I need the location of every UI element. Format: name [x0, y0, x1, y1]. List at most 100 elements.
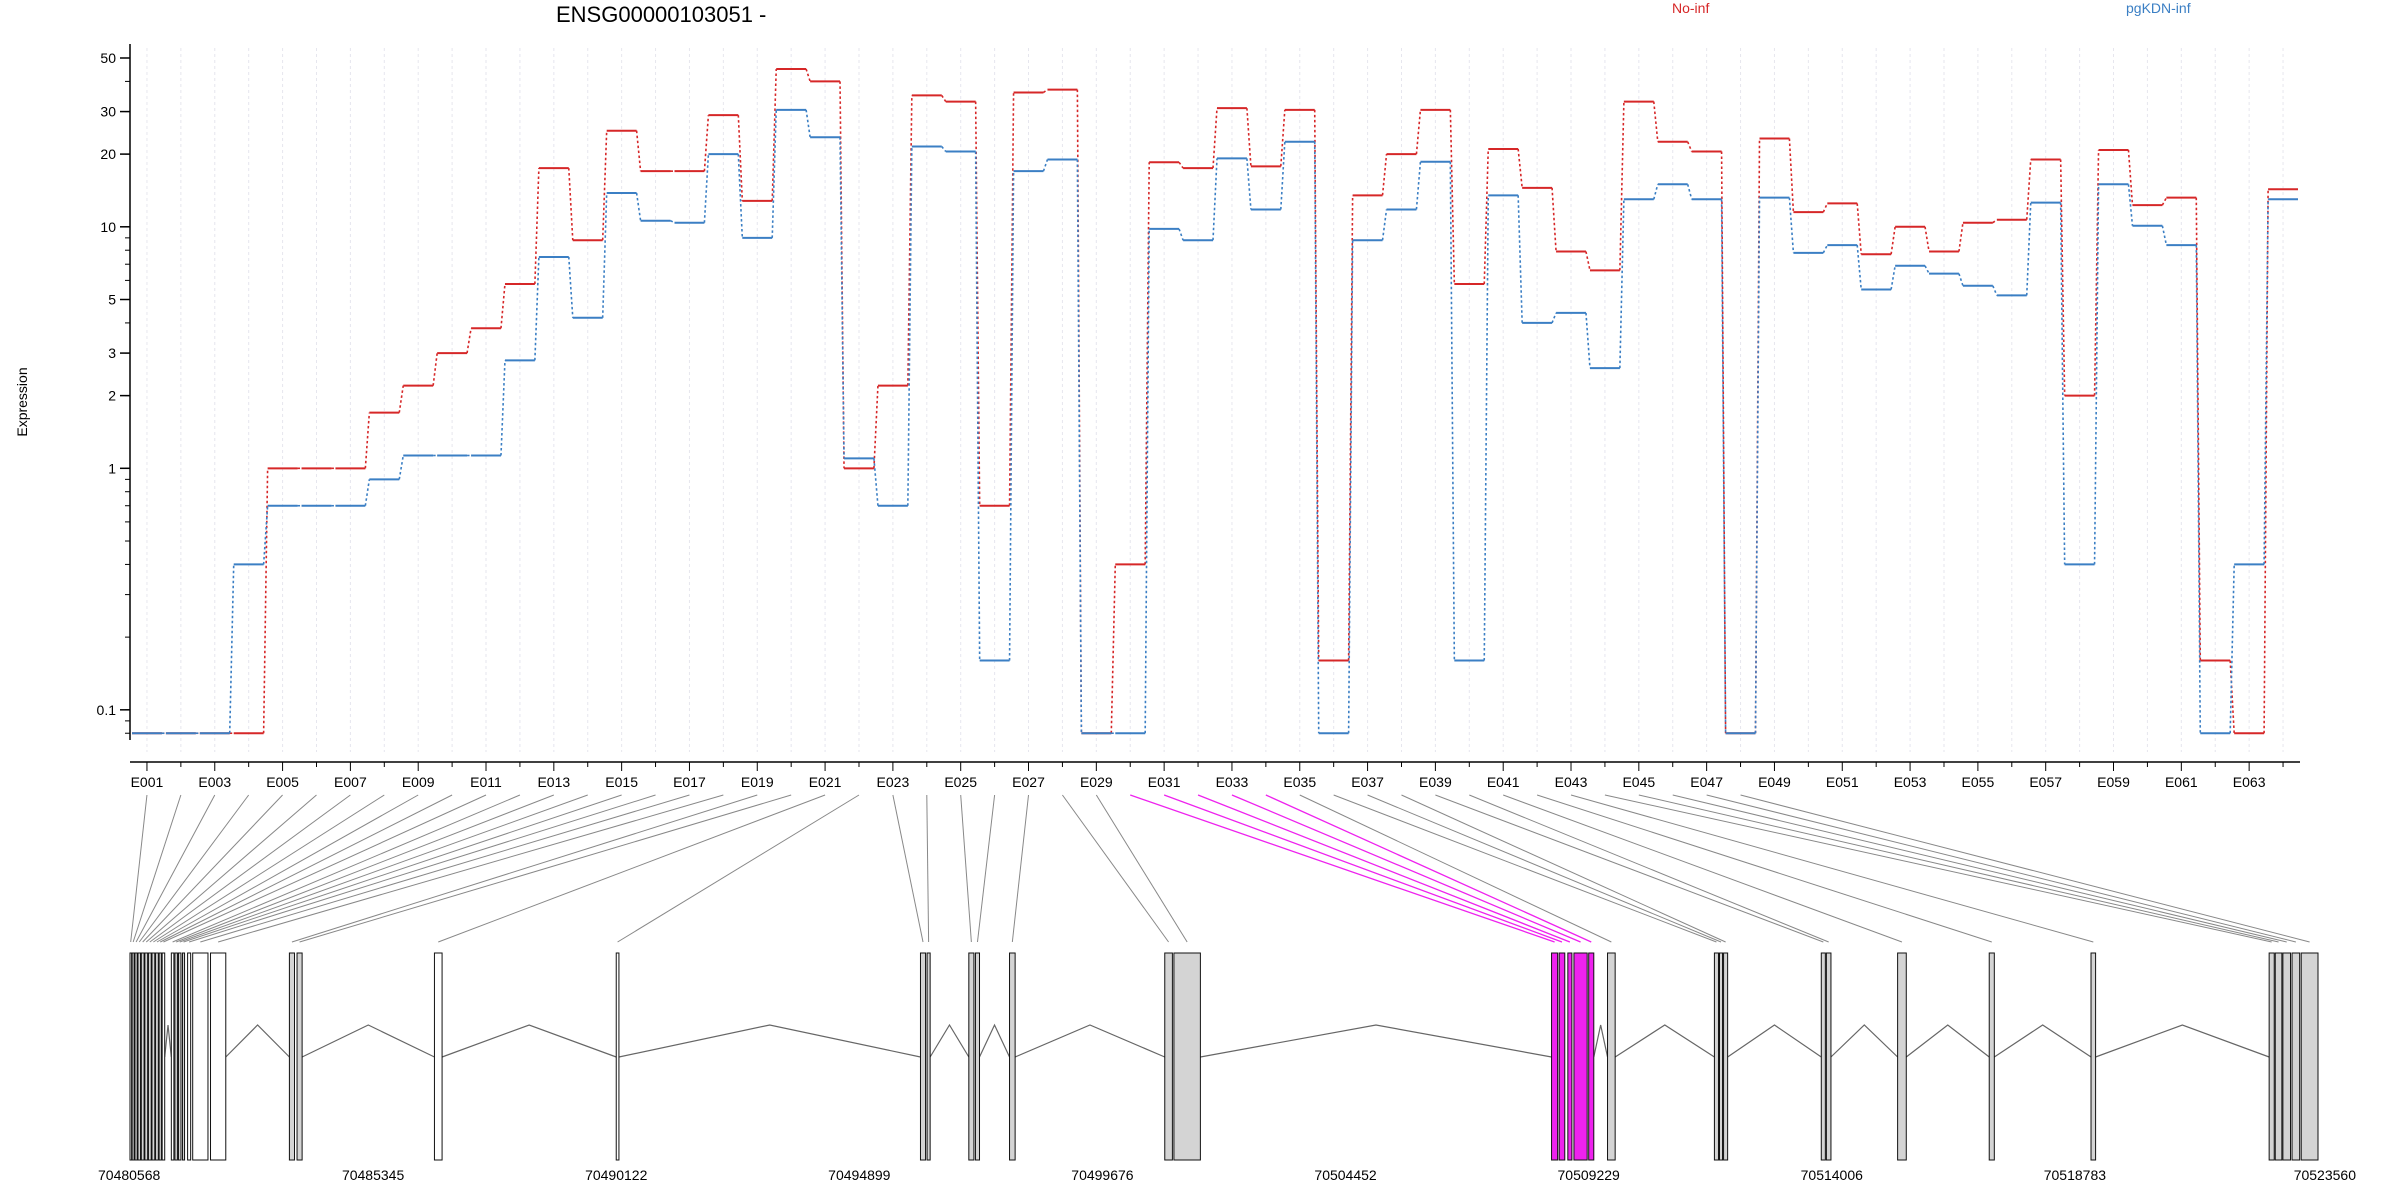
data-connector — [2263, 189, 2269, 734]
exon — [129, 952, 133, 1161]
mapping-line — [291, 794, 758, 943]
x-tick-label: E001 — [131, 774, 164, 790]
exon — [1825, 952, 1832, 1161]
mapping-line — [1672, 794, 2287, 943]
exon — [174, 952, 178, 1161]
intron-line — [929, 1023, 970, 1058]
exon — [1820, 952, 1826, 1161]
data-connector — [771, 69, 778, 201]
x-tick-label: E039 — [1419, 774, 1452, 790]
data-connector — [703, 154, 710, 223]
x-tick-label: E023 — [877, 774, 910, 790]
y-tick-label: 2 — [108, 388, 116, 404]
exon — [151, 952, 156, 1161]
data-connector — [1212, 158, 1218, 241]
data-connector — [2025, 202, 2032, 296]
x-tick-label: E019 — [741, 774, 774, 790]
data-connector — [1890, 265, 1896, 290]
intron-line — [225, 1024, 290, 1058]
mapping-line — [149, 794, 351, 943]
data-connector — [839, 137, 845, 459]
x-tick-label: E051 — [1826, 774, 1859, 790]
x-tick-label: E017 — [673, 774, 706, 790]
x-tick-label: E005 — [266, 774, 299, 790]
data-connector — [1958, 222, 1964, 252]
data-connector — [1585, 251, 1591, 271]
exon — [1718, 952, 1724, 1161]
mapping-line — [1706, 794, 2296, 943]
exon — [170, 952, 175, 1161]
data-connector — [703, 115, 710, 172]
x-tick-label: E037 — [1351, 774, 1384, 790]
mapping-line — [175, 794, 555, 943]
data-connector — [805, 109, 811, 138]
intron-line — [1593, 1024, 1609, 1058]
data-connector — [1686, 184, 1693, 200]
exon — [2282, 952, 2292, 1161]
intron-line — [1014, 1024, 1165, 1058]
exon — [1607, 952, 1616, 1161]
y-tick-label: 50 — [100, 50, 116, 66]
y-tick-label: 5 — [108, 292, 116, 308]
data-connector — [1551, 187, 1557, 252]
data-connector — [635, 192, 642, 221]
mapping-line — [1604, 794, 2272, 943]
mapping-line — [976, 794, 996, 943]
data-connector — [1856, 203, 1863, 255]
data-connector — [2059, 202, 2066, 565]
exon — [144, 952, 149, 1161]
y-tick-label: 3 — [108, 345, 116, 361]
intron-line — [1830, 1024, 1899, 1058]
mapping-line — [1367, 794, 1722, 943]
genomic-tick-label: 70490122 — [585, 1167, 648, 1183]
data-connector — [1992, 285, 1998, 296]
mapping-line — [130, 794, 148, 943]
data-connector — [1720, 199, 1727, 734]
data-connector — [1043, 88, 1048, 94]
data-connector — [1280, 109, 1286, 167]
intron-line — [2095, 1024, 2270, 1058]
data-connector — [2195, 245, 2202, 734]
mapping-line — [1163, 794, 1563, 943]
data-connector — [500, 283, 506, 329]
genomic-tick-label: 70518783 — [2044, 1167, 2107, 1183]
data-connector — [1381, 209, 1388, 241]
exon — [919, 952, 927, 1161]
x-tick-label: E047 — [1690, 774, 1723, 790]
exon — [968, 952, 975, 1161]
data-connector — [1585, 312, 1591, 369]
x-tick-label: E027 — [1012, 774, 1045, 790]
data-connector — [228, 564, 235, 734]
exon — [1009, 952, 1016, 1161]
x-tick-label: E029 — [1080, 774, 1113, 790]
x-tick-label: E009 — [402, 774, 435, 790]
x-tick-label: E035 — [1283, 774, 1316, 790]
exon — [296, 952, 303, 1161]
data-connector — [364, 479, 371, 506]
data-connector — [1110, 564, 1117, 734]
data-connector — [1924, 265, 1930, 274]
chart-title: ENSG00000103051 - — [556, 2, 767, 27]
data-connector — [1008, 171, 1015, 661]
data-connector — [2093, 149, 2100, 396]
data-connector — [1449, 109, 1456, 284]
x-tick-label: E049 — [1758, 774, 1791, 790]
data-connector — [567, 256, 574, 318]
mapping-line — [1011, 794, 1030, 943]
x-tick-label: E063 — [2233, 774, 2266, 790]
grid-lines — [146, 48, 2284, 752]
exon — [2291, 952, 2301, 1161]
mapping-line — [1740, 794, 2310, 943]
exon — [137, 952, 142, 1161]
mapping-line — [179, 794, 588, 943]
data-connector — [1178, 161, 1184, 169]
genomic-tick-label: 70504452 — [1314, 1167, 1377, 1183]
data-connector — [398, 385, 405, 413]
data-connector — [534, 256, 540, 361]
data-connector — [567, 168, 574, 241]
data-connector — [1178, 228, 1184, 241]
x-tick-label: E033 — [1216, 774, 1249, 790]
exon-highlighted — [1567, 952, 1573, 1161]
data-connector — [1924, 226, 1930, 252]
